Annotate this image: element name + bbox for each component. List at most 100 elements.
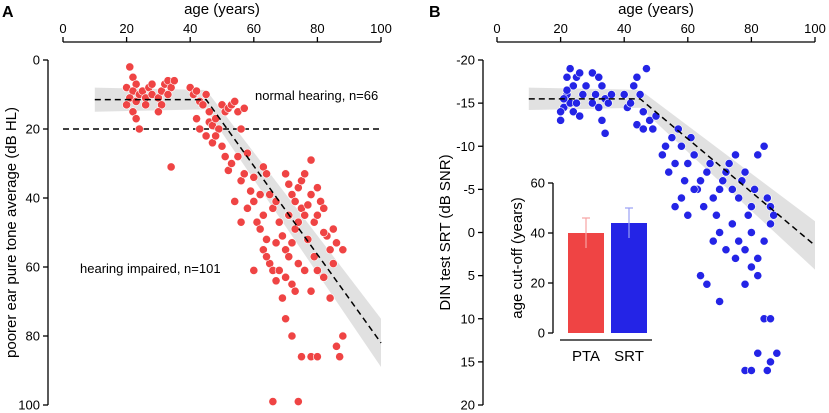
data-point <box>335 352 345 362</box>
data-point <box>268 397 278 406</box>
data-point <box>306 190 316 199</box>
data-point <box>734 236 744 246</box>
data-point <box>281 169 290 179</box>
data-point <box>766 357 775 367</box>
data-point <box>753 150 763 160</box>
data-point <box>683 159 693 168</box>
x-tick-label: 80 <box>310 21 324 36</box>
data-point <box>721 167 731 177</box>
inset-y-label: age cut-off (years) <box>509 197 526 318</box>
data-point <box>677 193 686 203</box>
data-point <box>249 197 259 206</box>
data-point <box>562 72 572 82</box>
data-point <box>153 107 163 117</box>
data-point <box>562 85 572 95</box>
data-point <box>166 162 176 172</box>
x-tick-label: 60 <box>681 21 695 36</box>
data-point <box>712 210 721 220</box>
data-point <box>629 81 639 91</box>
data-point <box>670 202 680 212</box>
data-point <box>594 72 604 82</box>
data-point <box>290 286 300 296</box>
data-point <box>131 114 141 124</box>
data-point <box>338 245 348 255</box>
y-tick-label: 5 <box>468 268 475 283</box>
data-point <box>747 202 756 212</box>
y-tick-label: 60 <box>26 260 40 275</box>
data-point <box>734 193 744 203</box>
data-point <box>325 293 335 303</box>
data-point <box>632 120 642 130</box>
fit-line <box>528 98 816 247</box>
y-tick-label: -10 <box>456 139 475 154</box>
data-point <box>319 203 329 213</box>
data-point <box>262 252 271 262</box>
data-point <box>236 217 246 227</box>
data-point <box>246 186 256 196</box>
data-point <box>575 68 585 78</box>
data-point <box>657 150 667 160</box>
data-point <box>677 141 686 151</box>
data-point <box>328 259 338 268</box>
data-point <box>278 231 287 241</box>
data-point <box>769 210 779 220</box>
data-point <box>122 100 131 110</box>
y-tick-label: 15 <box>461 354 475 369</box>
data-point <box>306 286 316 296</box>
data-point <box>772 348 782 358</box>
data-point <box>306 155 316 165</box>
data-point <box>227 159 236 168</box>
data-point <box>747 366 756 375</box>
data-point <box>699 202 709 212</box>
data-point <box>258 210 268 220</box>
data-point <box>705 159 715 168</box>
data-point <box>689 184 699 194</box>
data-point <box>198 100 208 110</box>
data-point <box>125 62 135 72</box>
x-tick-label: 20 <box>553 21 567 36</box>
y-tick-label: 80 <box>26 329 40 344</box>
data-point <box>762 193 772 203</box>
data-point <box>297 352 306 362</box>
data-point <box>290 197 300 206</box>
data-point <box>673 124 683 134</box>
data-point <box>743 210 753 220</box>
data-point <box>759 236 769 246</box>
data-point <box>696 176 705 186</box>
data-point <box>727 184 737 194</box>
y-tick-label: 0 <box>33 53 40 68</box>
data-point <box>236 124 246 134</box>
data-point <box>271 238 281 248</box>
data-point <box>201 131 211 141</box>
data-point <box>230 97 240 106</box>
data-point <box>619 90 629 99</box>
data-point <box>747 228 756 237</box>
inset-y-tick-label: 40 <box>531 226 545 241</box>
annotation-normal: normal hearing, n=66 <box>255 88 378 103</box>
data-point <box>300 210 310 220</box>
data-point <box>192 86 201 96</box>
panel-a: A 0 20 40 60 80 100 age (years) 0 20 40 60 80 100 poor… <box>2 1 392 413</box>
data-point <box>759 141 769 151</box>
data-point <box>293 259 303 268</box>
data-point <box>233 152 243 161</box>
data-point <box>635 90 645 99</box>
data-point <box>249 172 259 182</box>
data-point <box>686 133 696 143</box>
inset-category-label: SRT <box>614 348 644 365</box>
y-tick-label: -5 <box>463 182 475 197</box>
data-point <box>626 98 635 108</box>
data-point <box>753 348 763 358</box>
data-point <box>141 100 151 110</box>
data-point <box>568 81 578 91</box>
annotation-impaired: hearing impaired, n=101 <box>80 261 221 276</box>
data-point <box>740 279 750 289</box>
data-point <box>274 266 284 275</box>
inset-bar <box>568 233 604 333</box>
x-tick-label: 80 <box>744 21 758 36</box>
data-point <box>648 124 658 134</box>
data-point <box>724 159 734 168</box>
data-point <box>568 107 578 117</box>
data-point <box>642 64 651 74</box>
